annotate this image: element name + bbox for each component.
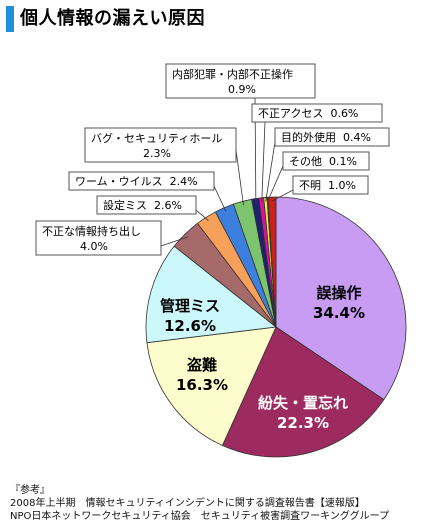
pie-slice-12 — [267, 196, 277, 328]
callout-box-s4 — [35, 220, 162, 256]
label-s2-value: 16.3% — [176, 376, 228, 394]
leader-line-11 — [267, 165, 284, 202]
callout-s7-line1: バグ・セキュリティホール — [91, 131, 222, 145]
pie-slice-1 — [221, 326, 385, 458]
callout-box-s11 — [282, 151, 370, 171]
leader-line-10 — [265, 141, 276, 202]
label-s1-name: 紛失・置忘れ — [258, 394, 348, 412]
callout-s8-line1: 内部犯罪・内部不正操作 — [172, 67, 293, 81]
callout-s6-text: ワーム・ウイルス 2.4% — [75, 175, 198, 188]
page-title: 個人情報の漏えい原因 — [20, 8, 205, 29]
source-note: 『参考』 2008年上半期 情報セキュリティインシデントに関する調査報告書【速報… — [10, 484, 389, 523]
source-note-heading: 『参考』 — [10, 485, 50, 496]
leader-line-9 — [261, 121, 266, 202]
callout-s7-line2: 2.3% — [143, 147, 171, 160]
callout-box-s10 — [274, 127, 390, 147]
callout-box-s6 — [68, 171, 215, 191]
leader-line-5 — [195, 209, 209, 221]
callout-s5-text: 設定ミス 2.6% — [103, 198, 182, 212]
callout-s8-line2: 0.9% — [228, 83, 256, 96]
callout-s12-text: 不明 1.0% — [299, 179, 356, 192]
label-s3-name: 管理ミス — [160, 297, 220, 315]
callout-s9-text: 不正アクセス 0.6% — [258, 107, 358, 120]
title-accent-bar — [6, 6, 14, 32]
leader-line-6 — [213, 185, 227, 212]
leader-lines — [160, 97, 294, 247]
pie-slices — [145, 196, 407, 458]
callout-box-s9 — [251, 103, 383, 123]
label-s0-value: 34.4% — [313, 304, 365, 322]
pie-slice-2 — [146, 326, 277, 446]
callout-s4-line1: 不正な情報持ち出し — [42, 224, 141, 238]
source-note-report: 2008年上半期 情報セキュリティインシデントに関する調査報告書【速報版】 — [10, 498, 365, 509]
leader-line-4 — [160, 236, 189, 247]
label-s3-value: 12.6% — [164, 317, 216, 335]
pie-slice-0 — [275, 196, 407, 401]
callout-box-s12 — [292, 175, 369, 195]
leader-line-7 — [235, 149, 244, 206]
pie-chart: 誤操作 34.4% 紛失・置忘れ 22.3% 盗難 16.3% 管理ミス 12.… — [35, 63, 407, 458]
pie-slice-3 — [145, 245, 277, 344]
leader-line-12 — [271, 189, 294, 202]
label-s0-name: 誤操作 — [316, 284, 361, 302]
label-s1-value: 22.3% — [277, 414, 329, 432]
callout-box-s5 — [96, 195, 197, 215]
callout-s11-text: その他 0.1% — [289, 155, 357, 168]
callout-s4-line2: 4.0% — [80, 240, 108, 253]
callout-box-s7 — [84, 127, 237, 163]
label-s2-name: 盗難 — [187, 356, 217, 374]
source-note-org: NPO日本ネットワークセキュリティ協会 セキュリティ被害調査ワーキンググループ — [10, 511, 390, 522]
callout-box-s8 — [165, 63, 316, 99]
callout-s10-text: 目的外使用 0.4% — [281, 130, 371, 144]
